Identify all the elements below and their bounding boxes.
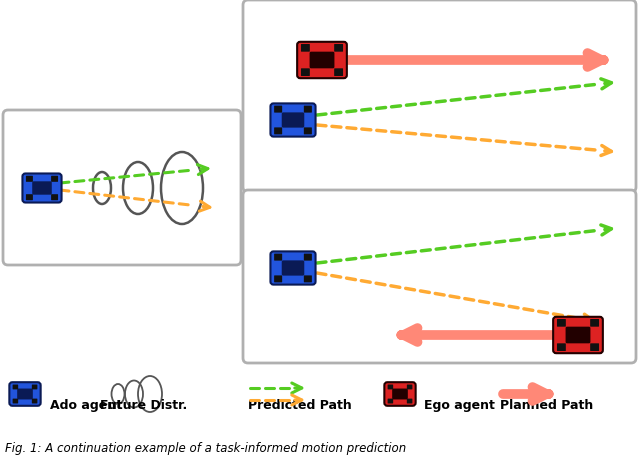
- FancyBboxPatch shape: [32, 385, 37, 389]
- FancyBboxPatch shape: [301, 68, 310, 76]
- FancyBboxPatch shape: [271, 104, 316, 137]
- FancyBboxPatch shape: [334, 44, 343, 52]
- FancyBboxPatch shape: [557, 319, 566, 327]
- FancyBboxPatch shape: [590, 319, 599, 327]
- FancyBboxPatch shape: [51, 194, 58, 200]
- FancyBboxPatch shape: [32, 399, 37, 403]
- FancyBboxPatch shape: [388, 385, 393, 389]
- FancyBboxPatch shape: [297, 42, 347, 78]
- FancyBboxPatch shape: [392, 389, 408, 399]
- FancyBboxPatch shape: [282, 113, 304, 128]
- FancyBboxPatch shape: [274, 276, 282, 282]
- FancyBboxPatch shape: [407, 385, 412, 389]
- FancyBboxPatch shape: [243, 0, 636, 192]
- FancyBboxPatch shape: [51, 176, 58, 182]
- FancyBboxPatch shape: [271, 251, 316, 285]
- FancyBboxPatch shape: [17, 389, 33, 399]
- Text: Ado agent: Ado agent: [50, 399, 122, 412]
- FancyBboxPatch shape: [274, 127, 282, 134]
- FancyBboxPatch shape: [304, 127, 312, 134]
- FancyBboxPatch shape: [274, 254, 282, 261]
- FancyBboxPatch shape: [388, 399, 393, 403]
- Text: Ego agent: Ego agent: [424, 399, 495, 412]
- Text: Predicted Path: Predicted Path: [248, 399, 352, 412]
- FancyBboxPatch shape: [3, 110, 241, 265]
- FancyBboxPatch shape: [590, 343, 599, 351]
- FancyBboxPatch shape: [304, 254, 312, 261]
- FancyBboxPatch shape: [301, 44, 310, 52]
- FancyBboxPatch shape: [310, 52, 335, 68]
- FancyBboxPatch shape: [243, 190, 636, 363]
- Text: Future Distr.: Future Distr.: [100, 399, 188, 412]
- Text: Planned Path: Planned Path: [500, 399, 593, 412]
- FancyBboxPatch shape: [26, 194, 33, 200]
- FancyBboxPatch shape: [304, 105, 312, 113]
- FancyBboxPatch shape: [282, 260, 304, 276]
- FancyBboxPatch shape: [407, 399, 412, 403]
- FancyBboxPatch shape: [553, 317, 603, 353]
- FancyBboxPatch shape: [13, 399, 18, 403]
- FancyBboxPatch shape: [334, 68, 343, 76]
- FancyBboxPatch shape: [304, 276, 312, 282]
- FancyBboxPatch shape: [557, 343, 566, 351]
- Text: Fig. 1: A continuation example of a task-informed motion prediction: Fig. 1: A continuation example of a task…: [5, 442, 406, 455]
- FancyBboxPatch shape: [13, 385, 18, 389]
- FancyBboxPatch shape: [566, 327, 591, 343]
- FancyBboxPatch shape: [22, 173, 61, 202]
- FancyBboxPatch shape: [274, 105, 282, 113]
- FancyBboxPatch shape: [10, 382, 41, 406]
- FancyBboxPatch shape: [32, 181, 52, 195]
- FancyBboxPatch shape: [385, 382, 415, 406]
- FancyBboxPatch shape: [26, 176, 33, 182]
